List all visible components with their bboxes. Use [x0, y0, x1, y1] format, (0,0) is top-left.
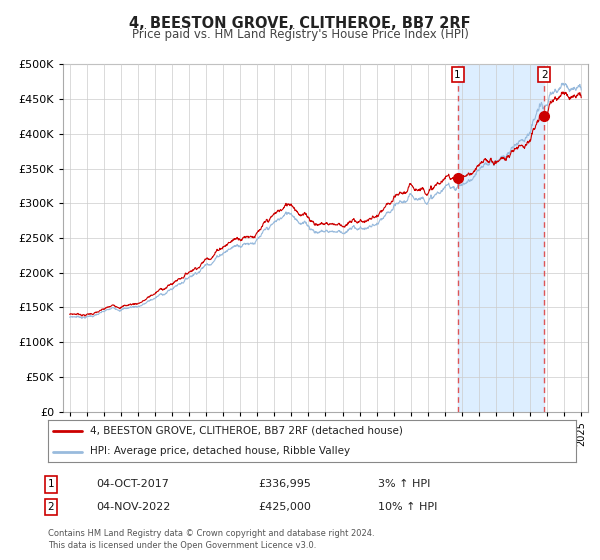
- Text: Price paid vs. HM Land Registry's House Price Index (HPI): Price paid vs. HM Land Registry's House …: [131, 28, 469, 41]
- Text: 10% ↑ HPI: 10% ↑ HPI: [378, 502, 437, 512]
- Text: £425,000: £425,000: [258, 502, 311, 512]
- Text: Contains HM Land Registry data © Crown copyright and database right 2024.
This d: Contains HM Land Registry data © Crown c…: [48, 529, 374, 550]
- Text: 1: 1: [47, 479, 55, 489]
- Text: £336,995: £336,995: [258, 479, 311, 489]
- Text: 04-NOV-2022: 04-NOV-2022: [96, 502, 170, 512]
- Text: 4, BEESTON GROVE, CLITHEROE, BB7 2RF (detached house): 4, BEESTON GROVE, CLITHEROE, BB7 2RF (de…: [90, 426, 403, 436]
- Text: 04-OCT-2017: 04-OCT-2017: [96, 479, 169, 489]
- Text: 3% ↑ HPI: 3% ↑ HPI: [378, 479, 430, 489]
- Bar: [458, 64, 544, 412]
- Text: 2: 2: [541, 70, 548, 80]
- Text: 4, BEESTON GROVE, CLITHEROE, BB7 2RF: 4, BEESTON GROVE, CLITHEROE, BB7 2RF: [129, 16, 471, 31]
- Text: 2: 2: [47, 502, 55, 512]
- Text: HPI: Average price, detached house, Ribble Valley: HPI: Average price, detached house, Ribb…: [90, 446, 350, 456]
- Text: 1: 1: [454, 70, 461, 80]
